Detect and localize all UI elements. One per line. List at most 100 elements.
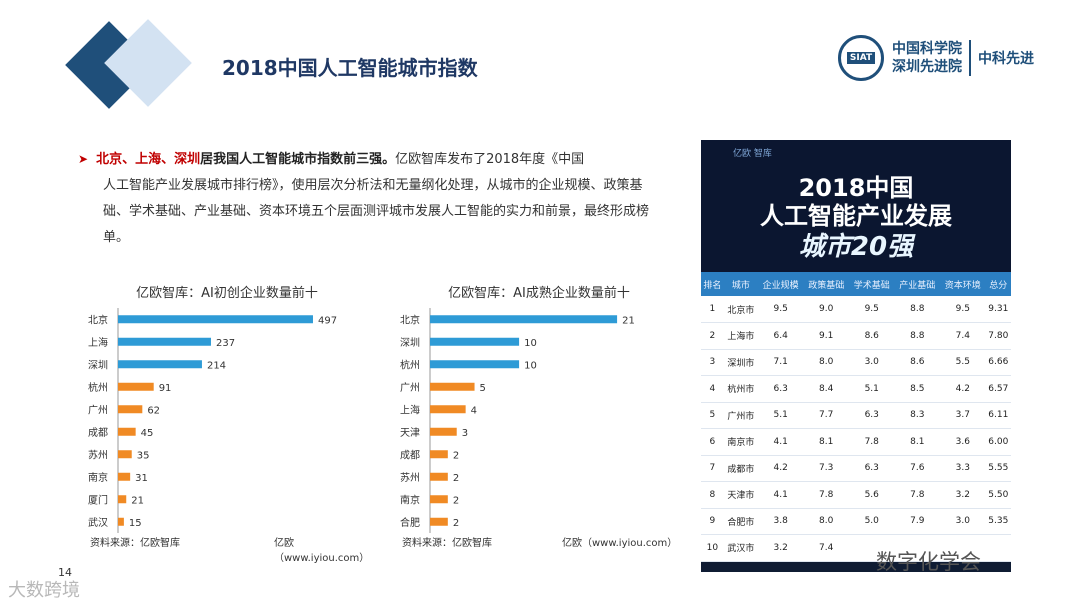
table-cell xyxy=(985,534,1011,562)
table-cell: 6.4 xyxy=(757,322,804,350)
bar xyxy=(118,382,154,391)
value-label: 5 xyxy=(480,383,486,394)
bar xyxy=(430,382,475,391)
siat-logo: SIAT 中国科学院 深圳先进院 中科先进 xyxy=(838,35,1034,81)
category-label: 深圳 xyxy=(400,337,420,349)
value-label: 45 xyxy=(141,428,154,439)
bar xyxy=(118,517,124,526)
table-row: 9 合肥市 3.8 8.0 5.0 7.9 3.0 5.35 xyxy=(701,508,1011,535)
value-label: 2 xyxy=(453,473,459,484)
siat-emblem-icon: SIAT xyxy=(838,35,884,81)
table-cell: 6.11 xyxy=(985,402,1011,429)
ranking-header-cell: 学术基础 xyxy=(848,272,895,296)
table-cell: 10 xyxy=(701,534,724,562)
bar xyxy=(430,405,466,414)
table-cell: 6 xyxy=(701,428,724,456)
table-cell: 5.1 xyxy=(757,402,804,429)
table-cell: 7.6 xyxy=(894,455,941,482)
intro-lead: 居我国人工智能城市指数前三强。 xyxy=(200,152,396,167)
table-cell: 4.2 xyxy=(757,455,804,482)
table-cell: 9 xyxy=(701,508,724,535)
table-cell: 3.3 xyxy=(940,455,986,482)
table-cell: 3.8 xyxy=(757,508,804,535)
category-label: 深圳 xyxy=(88,359,108,371)
table-row: 4 杭州市 6.3 8.4 5.1 8.5 4.2 6.57 xyxy=(701,375,1011,403)
logo-divider xyxy=(969,40,971,76)
ranking-header-cell: 企业规模 xyxy=(757,272,804,296)
chart-svg: 北京 21 深圳 10 杭州 10 广州 5 上海 4 天津 3 成都 2 苏州 2 南京 2 合肥 2 xyxy=(400,308,635,533)
bar xyxy=(118,360,202,369)
watermark-left: 大数跨境 xyxy=(8,580,80,601)
table-cell: 8.3 xyxy=(894,402,941,429)
category-label: 合肥 xyxy=(400,516,420,529)
table-cell: 北京市 xyxy=(723,296,758,323)
banner-line2: 人工智能产业发展 xyxy=(760,202,952,230)
page-number: 14 xyxy=(58,566,72,579)
table-row: 6 南京市 4.1 8.1 7.8 8.1 3.6 6.00 xyxy=(701,428,1011,456)
category-label: 南京 xyxy=(400,493,420,506)
table-cell: 南京市 xyxy=(723,428,758,456)
table-row: 10 武汉市 3.2 7.4 xyxy=(701,534,1011,562)
logo-name: 中国科学院 深圳先进院 xyxy=(892,41,962,75)
category-label: 成都 xyxy=(400,449,420,461)
table-cell: 7.3 xyxy=(803,455,849,482)
table-cell: 8.6 xyxy=(894,349,941,376)
chart-site: 亿欧（www.iyiou.com） xyxy=(562,538,678,549)
table-row: 8 天津市 4.1 7.8 5.6 7.8 3.2 5.50 xyxy=(701,481,1011,509)
table-cell: 7.7 xyxy=(803,402,849,429)
table-cell: 5.1 xyxy=(848,375,895,403)
table-cell: 5.0 xyxy=(848,508,895,535)
table-row: 1 北京市 9.5 9.0 9.5 8.8 9.5 9.31 xyxy=(701,296,1011,323)
category-label: 天津 xyxy=(400,427,420,439)
table-cell: 8.6 xyxy=(848,322,895,350)
bar xyxy=(118,315,313,324)
chart-title: 亿欧智库：AI成熟企业数量前十 xyxy=(448,286,630,301)
value-label: 2 xyxy=(453,495,459,506)
bar xyxy=(430,517,448,526)
table-cell: 合肥市 xyxy=(723,508,758,535)
table-cell: 8.4 xyxy=(803,375,849,403)
table-cell: 3.7 xyxy=(940,402,986,429)
category-label: 成都 xyxy=(88,427,108,439)
table-cell: 7 xyxy=(701,455,724,482)
value-label: 10 xyxy=(524,360,537,371)
ranking-brand: 亿欧 智库 xyxy=(733,149,772,159)
category-label: 上海 xyxy=(400,403,420,416)
value-label: 497 xyxy=(318,315,337,326)
watermark-right: 数字化学会 xyxy=(876,550,981,574)
value-label: 2 xyxy=(453,450,459,461)
table-cell: 7.1 xyxy=(757,349,804,376)
table-row: 7 成都市 4.2 7.3 6.3 7.6 3.3 5.55 xyxy=(701,455,1011,482)
value-label: 237 xyxy=(216,338,235,349)
table-cell: 7.4 xyxy=(803,534,849,562)
table-cell: 3.0 xyxy=(848,349,895,376)
table-cell: 7.80 xyxy=(985,322,1011,350)
bar xyxy=(430,315,618,324)
ranking-image: 亿欧 智库 2018中国 人工智能产业发展 城市20强 排名 城市 企业规模 政策基础… xyxy=(701,140,1011,572)
table-cell: 5.55 xyxy=(985,455,1011,482)
value-label: 10 xyxy=(524,338,537,349)
bullet-arrow-icon: ➤ xyxy=(78,152,89,166)
table-cell: 6.66 xyxy=(985,349,1011,376)
chart-startup-count: 亿欧智库：AI初创企业数量前十 北京 497 上海 237 深圳 214 杭州 91 广州 62 成… xyxy=(82,282,372,564)
banner-line3: 城市20强 xyxy=(798,232,914,262)
table-cell: 8.8 xyxy=(894,296,941,323)
value-label: 21 xyxy=(131,495,144,506)
table-cell: 8.0 xyxy=(803,508,849,535)
table-row: 5 广州市 5.1 7.7 6.3 8.3 3.7 6.11 xyxy=(701,402,1011,429)
table-cell: 6.00 xyxy=(985,428,1011,456)
table-cell: 8.0 xyxy=(803,349,849,376)
table-cell: 9.31 xyxy=(985,296,1011,323)
banner-line1: 2018中国 xyxy=(798,174,914,202)
value-label: 91 xyxy=(159,383,172,394)
table-cell: 8.8 xyxy=(894,322,941,350)
table-cell: 7.9 xyxy=(894,508,941,535)
intro-body: 人工智能产业发展城市排行榜》，使用层次分析法和无量纲化处理，从城市的企业规模、政… xyxy=(103,178,650,245)
category-label: 杭州 xyxy=(400,358,420,371)
chart-source: 资料来源：亿欧智库 xyxy=(402,538,492,549)
bar xyxy=(118,472,131,481)
value-label: 31 xyxy=(135,473,148,484)
value-label: 2 xyxy=(453,518,459,529)
table-cell: 上海市 xyxy=(723,322,758,350)
table-cell: 3.0 xyxy=(940,508,986,535)
